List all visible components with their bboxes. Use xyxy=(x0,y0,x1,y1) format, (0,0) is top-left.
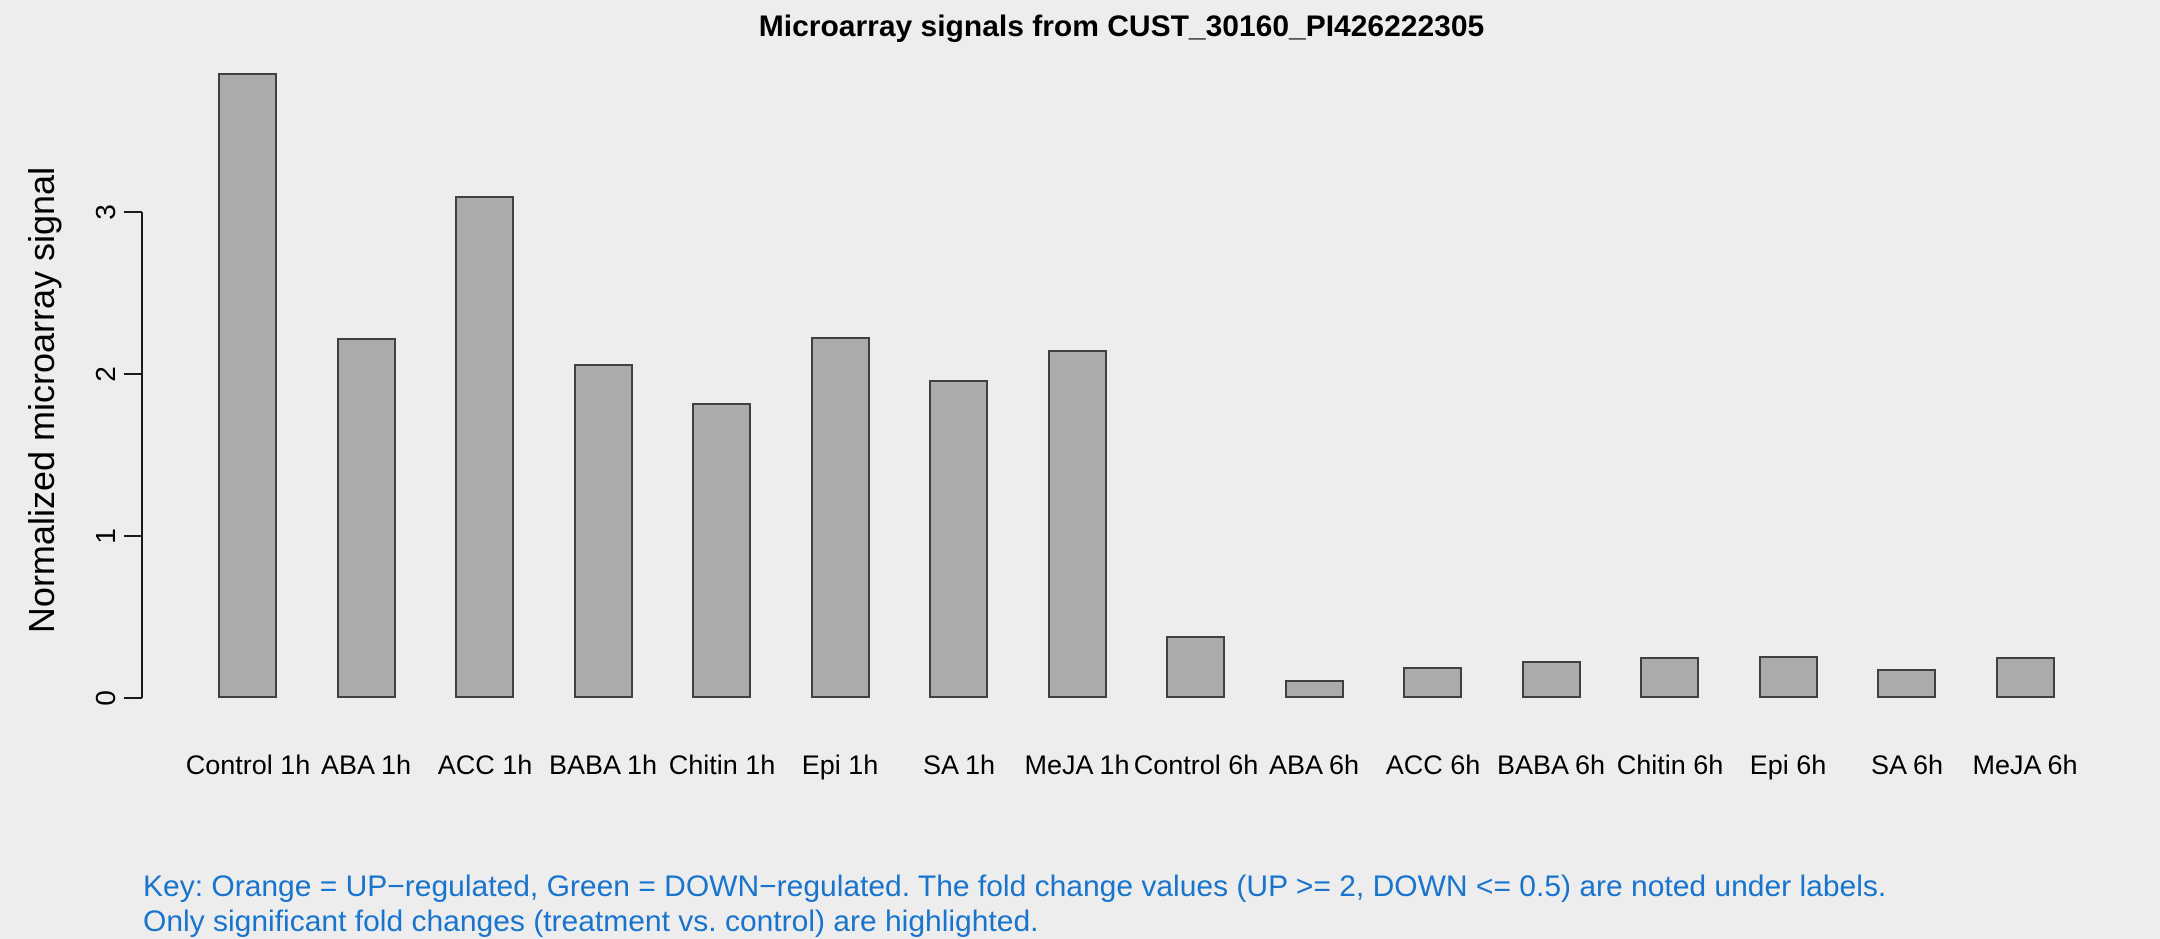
x-axis-label: Control 6h xyxy=(1133,750,1259,780)
bar xyxy=(455,196,514,698)
x-axis-label: BABA 6h xyxy=(1496,750,1606,780)
x-axis-label: Chitin 1h xyxy=(668,750,776,780)
x-axis-label: SA 1h xyxy=(922,750,996,780)
bar xyxy=(1522,661,1581,698)
x-axis-label: MeJA 1h xyxy=(1024,750,1130,780)
bar xyxy=(218,73,277,698)
bar xyxy=(811,337,870,698)
x-axis-label: Epi 1h xyxy=(801,750,879,780)
y-tick-mark xyxy=(124,211,142,213)
bar xyxy=(1285,680,1344,698)
y-axis-label: Normalized microarray signal xyxy=(21,166,62,634)
footnote-line-2: Only significant fold changes (treatment… xyxy=(143,905,1039,938)
y-tick-mark xyxy=(124,697,142,699)
x-axis-label: Epi 6h xyxy=(1749,750,1827,780)
x-axis-label: Control 1h xyxy=(185,750,311,780)
bar xyxy=(1640,657,1699,698)
bar xyxy=(1877,669,1936,698)
bar xyxy=(574,364,633,698)
x-axis-label: MeJA 6h xyxy=(1972,750,2078,780)
bar xyxy=(1048,350,1107,698)
x-axis-label: BABA 1h xyxy=(548,750,658,780)
bar xyxy=(1759,656,1818,698)
bar xyxy=(1996,657,2055,698)
y-tick-label: 0 xyxy=(90,690,121,706)
x-axis-label: Chitin 6h xyxy=(1616,750,1724,780)
bar xyxy=(337,338,396,698)
chart-title: Microarray signals from CUST_30160_PI426… xyxy=(758,10,1485,43)
y-tick-label: 1 xyxy=(90,528,121,544)
y-tick-label: 3 xyxy=(90,204,121,220)
y-tick-mark xyxy=(124,373,142,375)
y-tick-label: 2 xyxy=(90,366,121,382)
x-axis-label: ACC 1h xyxy=(437,750,533,780)
x-axis-label: SA 6h xyxy=(1870,750,1944,780)
x-axis-label: ABA 1h xyxy=(320,750,412,780)
footnote-line-1: Key: Orange = UP−regulated, Green = DOWN… xyxy=(143,870,1887,903)
x-axis-label: ACC 6h xyxy=(1385,750,1481,780)
x-axis-label: ABA 6h xyxy=(1268,750,1360,780)
bar xyxy=(1403,667,1462,698)
y-tick-mark xyxy=(124,535,142,537)
y-axis-line xyxy=(141,212,143,698)
bar xyxy=(692,403,751,698)
bar xyxy=(1166,636,1225,698)
bar xyxy=(929,380,988,698)
